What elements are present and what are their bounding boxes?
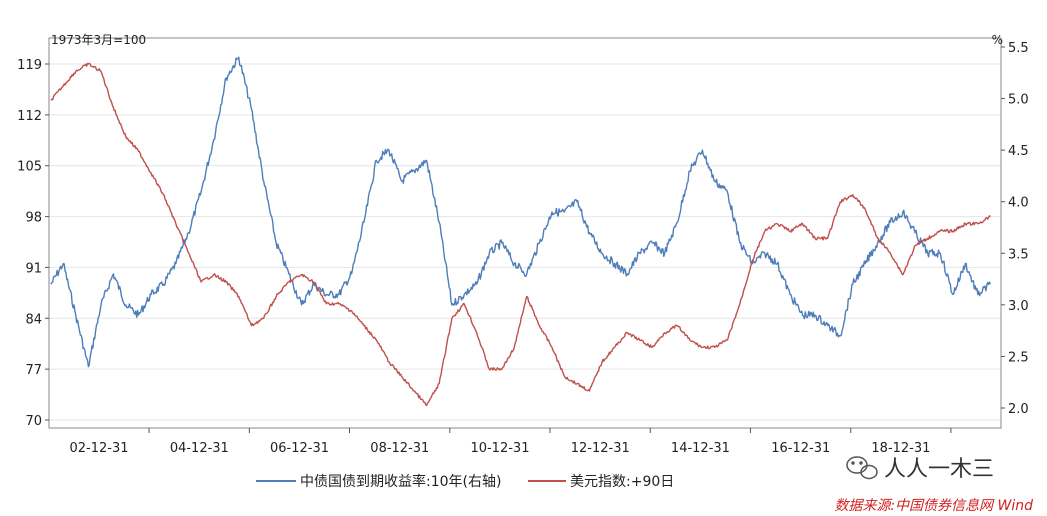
x-tick-label: 04-12-31 — [170, 441, 229, 456]
right-tick-label: 3.5 — [1008, 247, 1029, 262]
left-tick-label: 105 — [17, 160, 42, 175]
series-line-1 — [50, 62, 991, 407]
legend: 中债国债到期收益率:10年(右轴) 美元指数:+90日 — [256, 473, 674, 490]
left-tick-label: 84 — [25, 312, 42, 327]
x-tick-label: 08-12-31 — [370, 441, 429, 456]
right-axis: 2.0 2.5 3.0 3.5 4.0 4.5 5.0 5.5 — [1001, 41, 1029, 417]
x-tick-label: 12-12-31 — [571, 441, 630, 456]
x-tick-label: 18-12-31 — [871, 441, 930, 456]
x-tick-label: 10-12-31 — [470, 441, 529, 456]
x-tick-label: 14-12-31 — [671, 441, 730, 456]
legend-label-dollar-index: 美元指数:+90日 — [570, 474, 674, 490]
source-note: 数据来源:中国债券信息网 Wind — [834, 498, 1033, 514]
watermark-text: 人人一木三 — [884, 457, 994, 482]
left-tick-label: 91 — [25, 261, 42, 276]
right-tick-label: 5.5 — [1008, 41, 1029, 56]
left-tick-label: 98 — [25, 211, 42, 226]
x-axis: 02-12-31 04-12-31 06-12-31 08-12-31 10-12-31… — [70, 428, 952, 456]
x-tick-label: 06-12-31 — [270, 441, 329, 456]
right-tick-label: 2.5 — [1008, 350, 1029, 365]
left-tick-label: 112 — [17, 109, 42, 124]
legend-label-yield: 中债国债到期收益率:10年(右轴) — [300, 473, 501, 490]
right-tick-label: 2.0 — [1008, 402, 1029, 417]
right-tick-label: 4.5 — [1008, 144, 1029, 159]
right-tick-label: 5.0 — [1008, 93, 1029, 108]
series-line-0 — [50, 56, 992, 368]
watermark: 人人一木三 — [846, 456, 994, 482]
wechat-icon — [846, 456, 878, 480]
left-axis: 70 77 84 91 98 105 112 119 — [17, 58, 49, 429]
x-tick-label: 16-12-31 — [771, 441, 830, 456]
plot-frame — [48, 37, 1002, 429]
left-tick-label: 70 — [25, 414, 42, 429]
right-tick-label: 3.0 — [1008, 299, 1029, 314]
right-tick-label: 4.0 — [1008, 196, 1029, 211]
gridlines — [49, 63, 1001, 421]
left-axis-unit: 1973年3月=100 — [51, 33, 146, 47]
left-tick-label: 119 — [17, 58, 42, 73]
left-tick-label: 77 — [25, 363, 42, 378]
right-axis-unit: % — [992, 33, 1003, 47]
series-lines — [50, 56, 992, 407]
x-tick-label: 02-12-31 — [70, 441, 129, 456]
